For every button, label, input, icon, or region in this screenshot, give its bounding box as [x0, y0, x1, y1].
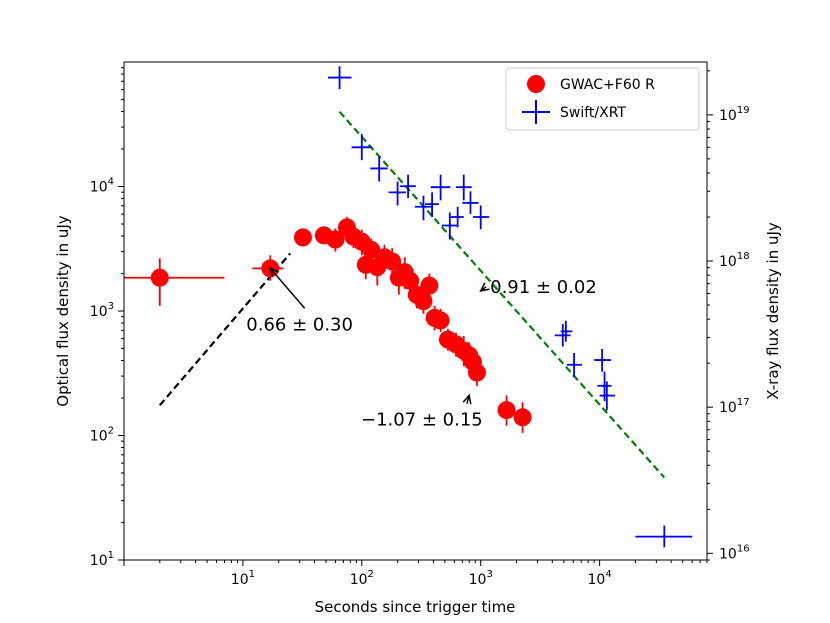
data-point	[401, 271, 420, 290]
data-point	[414, 292, 433, 311]
data-point	[497, 401, 516, 420]
annotation-label: 0.91 ± 0.02	[490, 277, 597, 298]
data-point	[420, 276, 439, 295]
data-point	[293, 228, 312, 247]
annotation-arrow	[269, 267, 306, 309]
annotations: 0.66 ± 0.30 0.91 ± 0.02 −1.07 ± 0.15	[246, 267, 597, 431]
plot-frame	[123, 61, 708, 561]
fit-line	[338, 111, 666, 479]
y-left-tick-label: 104	[90, 177, 114, 196]
x-tick-label: 101	[231, 569, 255, 588]
data-point	[326, 230, 345, 249]
data-point	[383, 252, 402, 271]
optical-series	[124, 216, 532, 433]
annotation-arrowhead	[479, 282, 490, 292]
fit-line	[158, 252, 292, 406]
y-axis-right-title: X-ray flux density in uJy	[764, 222, 782, 400]
y-axis-left-title: Optical flux density in uJy	[54, 215, 72, 406]
annotation-arrowhead	[269, 267, 279, 278]
y-left-tick-label: 103	[90, 301, 114, 320]
x-axis-title: Seconds since trigger time	[315, 598, 516, 616]
x-tick-label: 102	[350, 569, 374, 588]
y-left-tick-label: 101	[90, 550, 114, 569]
x-tick-label: 103	[469, 569, 493, 588]
data-point	[467, 363, 486, 382]
annotation-arrowhead	[462, 393, 472, 405]
x-tick-label: 104	[588, 569, 612, 588]
legend-label-xray: Swift/XRT	[560, 105, 626, 121]
xray-series	[328, 66, 693, 548]
y-right-tick-label: 1017	[719, 397, 750, 416]
data-point	[513, 408, 532, 427]
y-left-tick-label: 102	[90, 426, 114, 445]
y-right-tick-label: 1016	[719, 543, 750, 562]
legend-marker-optical	[527, 75, 545, 93]
legend-label-optical: GWAC+F60 R	[560, 77, 655, 93]
annotation-label: −1.07 ± 0.15	[361, 410, 483, 431]
y-right-tick-label: 1018	[719, 251, 750, 270]
annotation-label: 0.66 ± 0.30	[246, 314, 353, 335]
data-series	[124, 66, 693, 548]
data-point	[431, 311, 450, 330]
legend-box	[505, 67, 700, 131]
data-point	[362, 240, 381, 259]
y-right-tick-label: 1019	[719, 105, 750, 124]
data-point	[150, 268, 169, 287]
axis-ticks: 101 102 103 104 101 102 103 104 1016 1017 1018 1019	[90, 67, 750, 588]
legend: GWAC+F60 R Swift/XRT	[505, 67, 700, 131]
